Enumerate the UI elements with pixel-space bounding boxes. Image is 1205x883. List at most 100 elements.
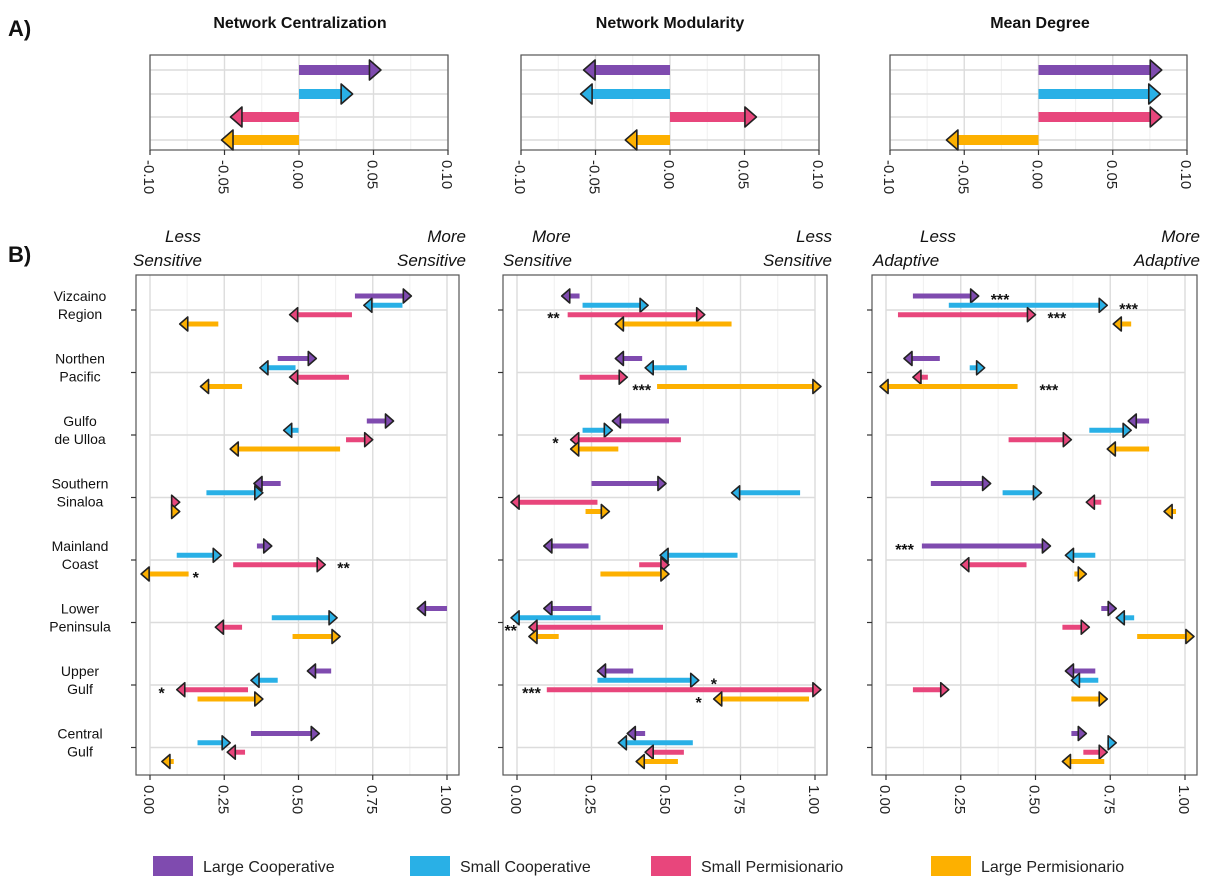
arrow-small-cooperative-head [340,83,354,105]
arrow-large-cooperative-head [384,413,395,429]
arrow-small-cooperative-head [1107,734,1118,751]
arrow-large-permisionario-head [528,628,538,645]
arrow-large-cooperative-head [253,475,263,492]
panel-a-plot-3: Mean Degree -0.10 -0.05 0.00 0.05 0.10 [880,15,1194,194]
region-label: Southern [52,476,109,492]
arrow-large-cooperative-head [626,725,637,742]
legend-label: Large Permisionario [981,859,1124,876]
significance-label: ** [337,561,350,578]
significance-label: *** [1048,311,1067,328]
legend-swatch [931,856,971,876]
region-label: Sinaloa [57,494,104,510]
arrow-small-permisionario-head [644,744,654,761]
panel-a-plot-2: Network Modularity -0.10 -0.05 0.00 0.05 0.10 [511,15,826,194]
arrow-small-permisionario-head [812,681,822,698]
region-label: Gulfo [63,413,97,429]
panel-a-title: Mean Degree [990,15,1090,32]
arrow-large-permisionario-head [1163,503,1173,520]
x-tick-label: 0.00 [876,785,893,814]
arrow-small-cooperative-head [639,297,649,314]
right-side-label: More [1161,227,1200,246]
significance-label: ** [504,623,517,640]
x-tick-label: -0.10 [880,160,897,194]
arrow-large-cooperative-head [368,59,382,81]
plots: Network Centralization -0.10 -0.05 0.00 0.05… [49,15,1200,814]
region-label: Upper [61,663,99,679]
arrow-small-permisionario-head [1149,106,1163,128]
x-tick-label: 0.00 [660,160,677,189]
arrow-small-permisionario-head [1098,744,1109,761]
arrow-large-permisionario-head [600,503,611,520]
panel-a-plot-1: Network Centralization -0.10 -0.05 0.00 0.05… [140,15,455,194]
arrow-small-cooperative-head [689,672,700,689]
arrow-small-cooperative-head [221,734,231,751]
arrow-large-permisionario-head [1077,566,1088,582]
x-tick-label: -0.10 [140,160,157,194]
arrow-small-cooperative-head [659,547,669,564]
arrow-large-permisionario-head [199,378,210,395]
region-label: Vizcaino [54,288,107,304]
arrow-large-cooperative-head [969,288,980,304]
arrow-large-cooperative-head [1149,59,1163,81]
panel-b-plot-3: LessAdaptiveMoreAdaptive***************0… [867,227,1200,814]
region-label: de Ulloa [54,431,106,447]
significance-label: * [711,676,718,693]
arrow-large-permisionario-head [331,628,341,645]
arrow-large-cooperative-head [1064,663,1075,679]
arrow-large-cooperative-head [981,475,992,492]
arrow-large-permisionario-head [1112,316,1123,332]
x-tick-label: 0.10 [1177,160,1194,189]
arrow-small-permisionario-head [1062,431,1073,448]
arrow-large-permisionario-head [635,753,646,770]
arrow-large-permisionario-head [140,566,150,582]
region-label: Gulf [67,744,93,760]
arrow-large-permisionario-head [1061,753,1072,770]
arrow-large-cooperative-head [416,600,427,617]
arrow-small-cooperative-head [1070,672,1081,689]
left-side-label: Less [920,227,956,246]
arrow-large-permisionario-head [1185,628,1195,645]
region-label: Pacific [59,369,100,385]
plot-frame [871,274,1198,776]
arrow-small-cooperative-head [212,547,223,564]
region-label: Central [57,726,102,742]
arrow-large-permisionario-head [712,691,723,707]
arrow-large-cooperative-head [306,663,317,679]
legend-label: Small Permisionario [701,859,843,876]
plot-frame [135,274,460,776]
legend-swatch [153,856,193,876]
significance-label: *** [895,542,914,559]
arrow-large-cooperative-head [903,350,913,367]
arrow-large-permisionario-head [254,691,264,707]
legend-label: Small Cooperative [460,859,591,876]
arrow-small-cooperative-head [1122,422,1132,439]
x-tick-label: -0.10 [511,160,528,194]
arrow-large-cooperative-head [1107,600,1118,617]
arrow-small-permisionario-head [1085,494,1096,511]
arrow-large-cooperative-head [614,350,625,367]
x-tick-label: 0.00 [1029,160,1046,189]
arrow-large-permisionario-head [624,129,638,151]
arrow-large-permisionario-head [945,129,959,151]
x-tick-label: 0.05 [1103,160,1120,189]
arrow-small-cooperative-head [1032,484,1043,501]
x-tick-label: 0.25 [214,785,231,814]
left-side-label: Sensitive [133,251,202,270]
arrow-large-cooperative-head [402,288,413,304]
region-label: Coast [62,556,99,572]
x-tick-label: 0.75 [1100,785,1117,814]
arrow-large-permisionario-head [229,441,240,457]
arrow-small-cooperative-head [617,734,628,751]
arrow-small-permisionario-head [229,106,243,128]
arrow-large-permisionario-head [220,129,234,151]
arrow-small-cooperative-head [254,484,264,501]
region-label: Northen [55,351,105,367]
significance-label: * [552,436,559,453]
arrow-small-permisionario-head [363,431,374,448]
right-side-label: Less [796,227,832,246]
arrow-small-cooperative-head [1064,547,1075,564]
arrow-small-permisionario-head [510,494,520,511]
significance-label: ** [547,311,560,328]
arrow-small-permisionario-head [1026,306,1037,323]
